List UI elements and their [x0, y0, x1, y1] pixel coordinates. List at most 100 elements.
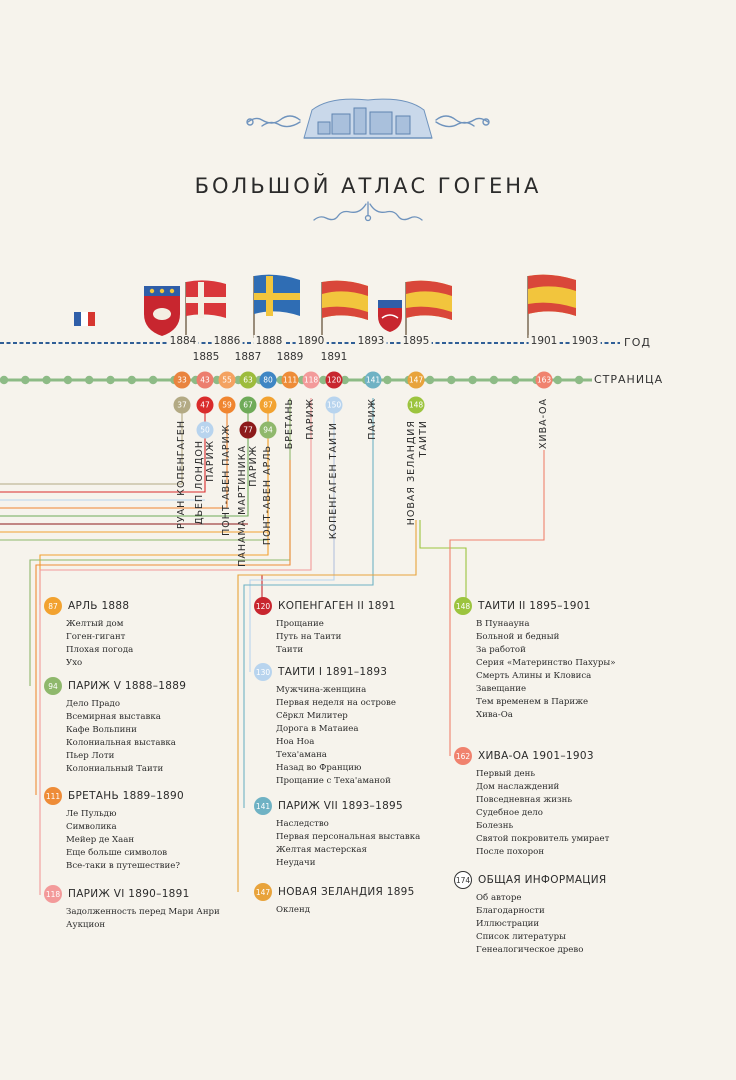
- section-entry[interactable]: Прощание: [276, 619, 324, 629]
- page-marker[interactable]: 43: [196, 371, 214, 389]
- page-marker[interactable]: 63: [239, 371, 257, 389]
- section-title[interactable]: ХИВА-ОА 1901–1903: [478, 750, 594, 762]
- page-badge[interactable]: 141: [254, 797, 272, 815]
- track-dot: [553, 375, 562, 385]
- section-entry[interactable]: Хива-Оа: [476, 710, 513, 720]
- section-title[interactable]: БРЕТАНЬ 1889–1890: [68, 790, 184, 802]
- section-title[interactable]: ПАРИЖ V 1888–1889: [68, 680, 187, 692]
- page-marker[interactable]: 80: [259, 371, 277, 389]
- section-entry[interactable]: Серия «Материнство Пахуры»: [476, 658, 616, 668]
- track-dot: [447, 375, 456, 385]
- section-title[interactable]: АРЛЬ 1888: [68, 600, 130, 612]
- page-marker[interactable]: 59: [218, 396, 236, 414]
- page-badge[interactable]: 162: [454, 747, 472, 765]
- page-badge[interactable]: 120: [254, 597, 272, 615]
- section-entry[interactable]: Дом наслаждений: [476, 782, 560, 792]
- section-entry[interactable]: Окленд: [276, 905, 310, 915]
- page-marker[interactable]: 150: [325, 396, 343, 414]
- section-entry[interactable]: Мейер де Хаан: [66, 835, 135, 845]
- section-entry[interactable]: В Пунаауна: [476, 619, 530, 629]
- section-entry[interactable]: Ноа Ноа: [276, 737, 315, 747]
- section-title[interactable]: ПАРИЖ VII 1893–1895: [278, 800, 404, 812]
- page-badge[interactable]: 118: [44, 885, 62, 903]
- section-entry[interactable]: Желтая мастерская: [276, 845, 367, 855]
- section-entry[interactable]: Дорога в Матаиеа: [276, 724, 359, 734]
- page-badge[interactable]: 94: [44, 677, 62, 695]
- section-entry[interactable]: Прощание с Теха'аманой: [276, 776, 391, 786]
- section-entry[interactable]: Наследство: [276, 819, 329, 829]
- section-entry[interactable]: Все-таки в путешествие?: [66, 861, 180, 871]
- section-entry[interactable]: Плохая погода: [66, 645, 134, 655]
- page-marker[interactable]: 33: [173, 371, 191, 389]
- page-marker[interactable]: 147: [407, 371, 425, 389]
- page-badge[interactable]: 130: [254, 663, 272, 681]
- section-entry[interactable]: Первый день: [476, 769, 536, 779]
- section-entry[interactable]: Болезнь: [476, 821, 514, 831]
- section-entry[interactable]: За работой: [476, 645, 526, 655]
- section-entry[interactable]: Еще больше символов: [66, 848, 168, 858]
- section-entry[interactable]: Колониальная выставка: [66, 738, 176, 748]
- section-entry[interactable]: Таити: [276, 645, 304, 655]
- section-entry[interactable]: Иллюстрации: [476, 919, 540, 929]
- section-entry[interactable]: Гоген-гигант: [66, 632, 126, 642]
- section-title[interactable]: НОВАЯ ЗЕЛАНДИЯ 1895: [278, 886, 415, 898]
- section-entry[interactable]: Больной и бедный: [476, 632, 560, 642]
- page-marker[interactable]: 120: [325, 371, 343, 389]
- historical-flags: [74, 274, 576, 338]
- page-marker[interactable]: 111: [281, 371, 299, 389]
- section-entry[interactable]: Задолженность перед Мари Анри: [66, 907, 220, 917]
- page-badge[interactable]: 111: [44, 787, 62, 805]
- page-marker[interactable]: 37: [173, 396, 191, 414]
- section-entry[interactable]: Сёркл Милитер: [276, 711, 348, 721]
- section-entry[interactable]: Первая персональная выставка: [276, 832, 421, 842]
- section-entry[interactable]: Дело Прадо: [66, 699, 121, 709]
- section-entry[interactable]: Кафе Вольпини: [66, 725, 137, 735]
- section-entry[interactable]: Мужчина-женщина: [276, 685, 367, 695]
- section-entry[interactable]: Назад во Францию: [276, 763, 362, 773]
- page-badge[interactable]: 148: [454, 597, 472, 615]
- page-marker[interactable]: 87: [259, 396, 277, 414]
- section-entry[interactable]: Святой покровитель умирает: [476, 834, 610, 844]
- section-entry[interactable]: Желтый дом: [66, 619, 124, 629]
- page-marker[interactable]: 50: [196, 421, 214, 439]
- section-entry[interactable]: Благодарности: [476, 906, 545, 916]
- section-entry[interactable]: Символика: [66, 822, 117, 832]
- section-entry[interactable]: Смерть Алины и Кловиса: [476, 671, 592, 681]
- section-title[interactable]: ТАИТИ I 1891–1893: [278, 666, 388, 678]
- section-title[interactable]: ОБЩАЯ ИНФОРМАЦИЯ: [478, 874, 607, 886]
- section-entry[interactable]: Путь на Таити: [276, 632, 342, 642]
- section-entry[interactable]: Судебное дело: [476, 808, 543, 818]
- page-marker[interactable]: 77: [239, 421, 257, 439]
- section-entry[interactable]: Всемирная выставка: [66, 712, 161, 722]
- section-entry[interactable]: Колониальный Таити: [66, 764, 164, 774]
- section-entry[interactable]: Первая неделя на острове: [276, 698, 396, 708]
- section-entry[interactable]: Генеалогическое древо: [476, 945, 584, 955]
- page-marker[interactable]: 94: [259, 421, 277, 439]
- section-title[interactable]: ПАРИЖ VI 1890–1891: [68, 888, 190, 900]
- page-badge[interactable]: 147: [254, 883, 272, 901]
- section-entry[interactable]: Теха'амана: [276, 750, 327, 760]
- section-entry[interactable]: Повседневная жизнь: [476, 795, 573, 805]
- section-entry[interactable]: Пьер Лоти: [66, 751, 115, 761]
- page-badge[interactable]: 87: [44, 597, 62, 615]
- page-marker[interactable]: 55: [218, 371, 236, 389]
- page-marker[interactable]: 163: [535, 371, 553, 389]
- section-entry[interactable]: Аукцион: [66, 920, 106, 930]
- page-marker[interactable]: 148: [407, 396, 425, 414]
- page-marker[interactable]: 141: [364, 371, 382, 389]
- section-entry[interactable]: Тем временем в Париже: [476, 697, 589, 707]
- page-badge[interactable]: 174: [454, 871, 472, 889]
- section-entry[interactable]: Неудачи: [276, 858, 316, 868]
- page-marker[interactable]: 118: [302, 371, 320, 389]
- section-entry[interactable]: Об авторе: [476, 893, 522, 903]
- page-marker[interactable]: 67: [239, 396, 257, 414]
- page-marker[interactable]: 47: [196, 396, 214, 414]
- section-entry[interactable]: Ле Пульдю: [66, 809, 117, 819]
- section-entry[interactable]: Ухо: [66, 658, 83, 668]
- section-entry[interactable]: Завещание: [476, 684, 527, 694]
- section-entry[interactable]: После похорон: [476, 847, 545, 857]
- section-entry[interactable]: Список литературы: [476, 932, 566, 942]
- section-title[interactable]: КОПЕНГАГЕН II 1891: [278, 600, 396, 612]
- section-title[interactable]: ТАИТИ II 1895–1901: [478, 600, 591, 612]
